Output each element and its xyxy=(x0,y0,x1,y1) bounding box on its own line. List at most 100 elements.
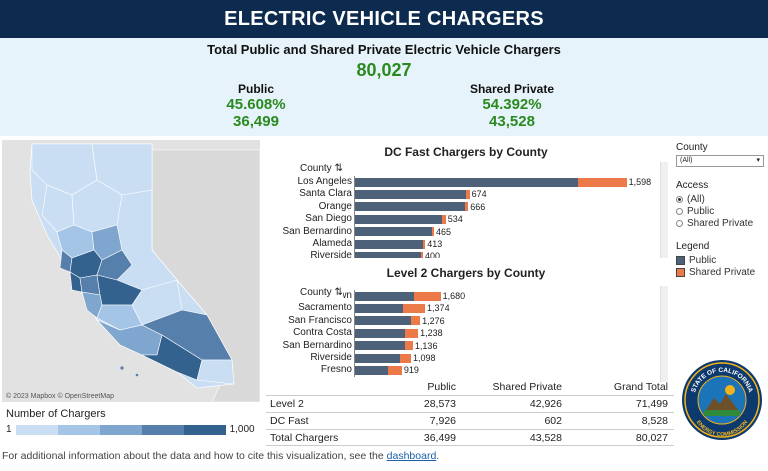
bar-label: San Bernardino xyxy=(282,339,353,351)
l2-chart-scrollbar[interactable] xyxy=(660,286,668,382)
table-cell: 28,573 xyxy=(423,398,456,410)
public-percent: 45.608% xyxy=(226,96,286,113)
bar-value: 465 xyxy=(436,226,452,237)
dc-chart-scrollbar[interactable] xyxy=(660,162,668,258)
bar-label: Contra Costa xyxy=(293,327,352,339)
table-cell: 8,528 xyxy=(641,415,668,427)
bar-label: Sacramento xyxy=(298,302,352,314)
bar-public[interactable] xyxy=(355,239,423,249)
bar-value: 666 xyxy=(470,201,486,212)
bar-value: 1,276 xyxy=(422,315,445,326)
bar-row[interactable]: 1,238 xyxy=(355,327,443,339)
bar-row[interactable]: 1,276 xyxy=(355,315,445,327)
bar-value: 1,374 xyxy=(427,303,450,314)
bar-row[interactable]: 1,374 xyxy=(355,302,450,314)
bar-shared-private[interactable] xyxy=(421,251,423,258)
access-option-public[interactable]: Public xyxy=(676,205,753,217)
bar-row[interactable]: 1,136 xyxy=(355,340,437,352)
seal-logo: STATE OF CALIFORNIA ENERGY COMMISSION xyxy=(682,360,762,440)
legend-seg-5 xyxy=(183,424,226,435)
map-credit: © 2023 Mapbox © OpenStreetMap xyxy=(6,393,114,400)
bar-row[interactable]: 674 xyxy=(355,188,487,200)
footer-text: For additional information about the dat… xyxy=(2,450,387,462)
bar-shared-private[interactable] xyxy=(578,177,627,187)
bar-public[interactable] xyxy=(355,316,412,326)
bar-public[interactable] xyxy=(355,365,389,375)
level2-chart[interactable]: County ⇅ Unknown1,680Sacramento1,374San … xyxy=(262,286,664,382)
l2-county-header[interactable]: County ⇅ xyxy=(300,287,343,298)
summary-subtitle: Total Public and Shared Private Electric… xyxy=(207,42,561,57)
bar-shared-private[interactable] xyxy=(432,227,435,237)
access-option-label: Shared Private xyxy=(687,217,754,229)
california-map[interactable]: © 2023 Mapbox © OpenStreetMap xyxy=(2,140,260,402)
bar-shared-private[interactable] xyxy=(413,291,441,301)
county-select[interactable]: (All) ▾ xyxy=(676,155,764,167)
bar-value: 674 xyxy=(471,189,487,200)
map-legend-scale: 1 1,000 xyxy=(6,424,255,435)
table-header-grand-total: Grand Total xyxy=(613,381,668,393)
bar-row[interactable]: 400 xyxy=(355,250,440,258)
bar-public[interactable] xyxy=(355,328,406,338)
legend-item-public[interactable]: Public xyxy=(676,254,755,266)
public-stat: Public 45.608% 36,499 xyxy=(176,82,336,130)
bar-shared-private[interactable] xyxy=(404,341,413,351)
access-option-label: Public xyxy=(687,205,715,217)
bar-public[interactable] xyxy=(355,291,414,301)
bar-public[interactable] xyxy=(355,189,466,199)
dc-county-header[interactable]: County ⇅ xyxy=(300,163,343,174)
bar-row[interactable]: 1,098 xyxy=(355,352,436,364)
bar-shared-private[interactable] xyxy=(442,214,446,224)
dc-fast-chart[interactable]: County ⇅ Los Angeles 1,598 Santa Clara 674 O… xyxy=(262,162,664,258)
table-header-public: Public xyxy=(427,381,456,393)
legend-item-shared-private[interactable]: Shared Private xyxy=(676,266,755,278)
legend-seg-1 xyxy=(15,424,58,435)
table-cell: 602 xyxy=(544,415,562,427)
bar-public[interactable] xyxy=(355,177,579,187)
bar-row[interactable]: 1,598 xyxy=(355,176,651,188)
bar-shared-private[interactable] xyxy=(399,353,411,363)
bar-shared-private[interactable] xyxy=(411,316,421,326)
bar-public[interactable] xyxy=(355,202,466,212)
access-option-shared-private[interactable]: Shared Private xyxy=(676,217,753,229)
map-canvas xyxy=(2,140,260,402)
bar-row[interactable]: 534 xyxy=(355,213,463,225)
table-cell: 36,499 xyxy=(423,432,456,444)
bar-shared-private[interactable] xyxy=(388,365,402,375)
bar-value: 1,680 xyxy=(442,291,466,301)
bar-row[interactable]: 919 xyxy=(355,364,419,376)
shared-private-stat: Shared Private 54.392% 43,528 xyxy=(432,82,592,130)
table-row-label: Total Chargers xyxy=(270,432,339,444)
legend-item-label: Shared Private xyxy=(689,266,756,278)
bar-row[interactable]: 666 xyxy=(355,201,485,213)
bar-public[interactable] xyxy=(355,341,405,351)
bar-row[interactable]: 1,680 xyxy=(355,290,465,302)
l2-chart-title: Level 2 Chargers by County xyxy=(386,266,546,280)
bar-value: 400 xyxy=(424,251,441,258)
bar-public[interactable] xyxy=(355,303,404,313)
bar-public[interactable] xyxy=(355,227,433,237)
bar-label: Fresno xyxy=(320,364,352,376)
bar-shared-private[interactable] xyxy=(465,189,470,199)
bar-shared-private[interactable] xyxy=(405,328,419,338)
access-option-label: (All) xyxy=(687,193,705,205)
bar-row[interactable]: 465 xyxy=(355,226,451,238)
bar-shared-private[interactable] xyxy=(422,239,426,249)
legend-label: Legend xyxy=(676,241,710,252)
bar-row[interactable]: 413 xyxy=(355,238,442,250)
bar-public[interactable] xyxy=(355,353,400,363)
bar-value: 1,238 xyxy=(420,328,443,339)
bar-public[interactable] xyxy=(355,251,422,258)
public-count: 36,499 xyxy=(233,113,279,130)
shared-private-count: 43,528 xyxy=(489,113,535,130)
bar-shared-private[interactable] xyxy=(403,303,426,313)
summary-total: 80,027 xyxy=(356,60,412,80)
dc-chart-title: DC Fast Chargers by County xyxy=(384,145,548,159)
access-option-all[interactable]: (All) xyxy=(676,193,753,205)
table-cell: 7,926 xyxy=(429,415,456,427)
footer-end: . xyxy=(436,450,440,462)
table-row-label: Level 2 xyxy=(270,398,304,410)
bar-shared-private[interactable] xyxy=(465,202,469,212)
bar-value: 1,136 xyxy=(414,340,438,351)
dashboard-link[interactable]: dashboard xyxy=(386,450,437,462)
bar-public[interactable] xyxy=(355,214,443,224)
